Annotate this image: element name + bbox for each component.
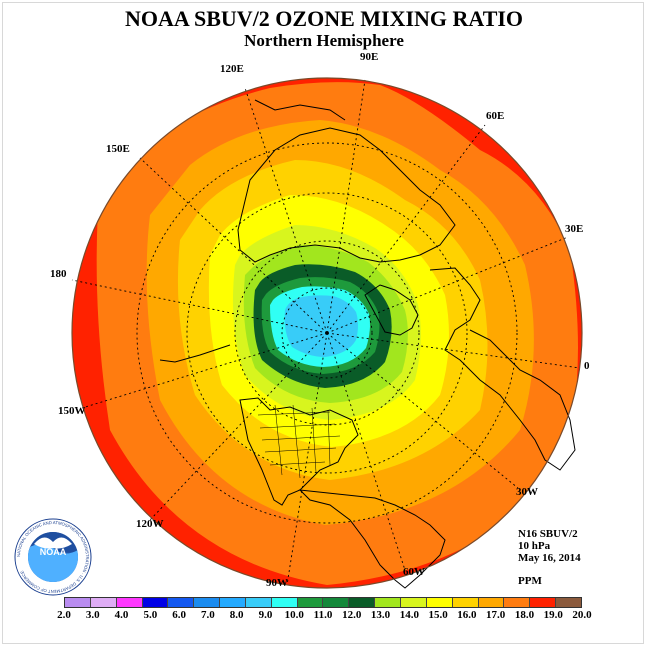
colorbar-tick-label: 16.0 [457, 609, 477, 621]
colorbar-swatch [323, 598, 350, 607]
lon-label-90e: 90E [360, 51, 379, 63]
colorbar-tick-label: 17.0 [486, 609, 506, 621]
colorbar [64, 597, 582, 608]
colorbar-swatch [194, 598, 221, 607]
europe-africa-coast [429, 267, 576, 471]
colorbar-swatch [142, 598, 169, 607]
colorbar-tick-label: 18.0 [514, 609, 535, 621]
colorbar-tick-label: 19.0 [543, 609, 563, 621]
south-america-coast [298, 489, 446, 589]
lon-label-30e: 30E [565, 223, 584, 235]
colorbar-tick-label: 6.0 [172, 609, 186, 621]
pressure-level-label: 10 hPa [518, 540, 551, 552]
us-state-lines [257, 404, 341, 479]
lon-label-60e: 60E [486, 110, 505, 122]
greenland-coast [364, 284, 419, 336]
colorbar-swatch [556, 598, 581, 607]
lon-label-180: 180 [50, 268, 67, 280]
lon-label-0: 0 [584, 360, 590, 372]
colorbar-swatch [297, 598, 324, 607]
colorbar-swatch [116, 598, 143, 607]
north-america-coast [239, 397, 359, 506]
pacific-coast-asia [254, 99, 346, 121]
colorbar-swatch [349, 598, 376, 607]
lon-label-30w: 30W [516, 486, 538, 498]
meridians [71, 79, 581, 586]
colorbar-tick-label: 10.0 [284, 609, 304, 621]
colorbar-swatch [530, 598, 557, 607]
units-label: PPM [518, 575, 542, 587]
colorbar-tick-label: 5.0 [143, 609, 158, 621]
colorbar-tick-label: 8.0 [229, 609, 244, 621]
colorbar-tick-label: 12.0 [342, 609, 362, 621]
lon-label-120e: 120E [220, 63, 244, 75]
colorbar-swatch [220, 598, 246, 607]
colorbar-tick-label: 11.0 [313, 609, 333, 621]
colorbar-swatch [168, 598, 195, 607]
lon-label-150w: 150W [58, 405, 86, 417]
colorbar-tick-label: 15.0 [428, 609, 448, 621]
colorbar-swatch [426, 598, 453, 607]
band-9 [284, 295, 358, 357]
colorbar-tick-label: 7.0 [201, 609, 215, 621]
logo-text: NOAA [40, 547, 67, 557]
colorbar-swatch [90, 598, 117, 607]
date-label: May 16, 2014 [518, 552, 581, 564]
colorbar-swatch [271, 598, 298, 607]
lon-label-60w: 60W [403, 566, 425, 578]
noaa-logo: NOAA NATIONAL OCEANIC AND ATMOSPHERIC AD… [14, 518, 92, 596]
lon-label-120w: 120W [136, 518, 164, 530]
colorbar-swatch [478, 598, 505, 607]
coastlines [159, 99, 576, 589]
colorbar-tick-label: 14.0 [399, 609, 419, 621]
chart-subtitle: Northern Hemisphere [244, 31, 404, 50]
lon-label-150e: 150E [106, 143, 130, 155]
map-boundary [71, 77, 583, 589]
chart-title: NOAA SBUV/2 OZONE MIXING RATIO [124, 6, 524, 31]
colorbar-tick-label: 13.0 [370, 609, 391, 621]
instrument-label: N16 SBUV/2 [518, 528, 578, 540]
colorbar-swatch [65, 598, 91, 607]
colorbar-swatch [245, 598, 272, 607]
colorbar-swatch [400, 598, 427, 607]
colorbar-swatch [452, 598, 479, 607]
asia-coast [237, 127, 456, 263]
colorbar-tick-label: 3.0 [85, 609, 100, 621]
colorbar-tick-label: 20.0 [572, 609, 592, 621]
colorbar-tick-label: 9.0 [258, 609, 273, 621]
colorbar-tick-label: 4.0 [114, 609, 129, 621]
parallels [136, 142, 518, 524]
lon-label-90w: 90W [266, 577, 288, 589]
colorbar-tick-label: 2.0 [57, 609, 71, 621]
alaska-chain [159, 344, 231, 363]
colorbar-swatch [375, 598, 401, 607]
colorbar-swatch [504, 598, 531, 607]
